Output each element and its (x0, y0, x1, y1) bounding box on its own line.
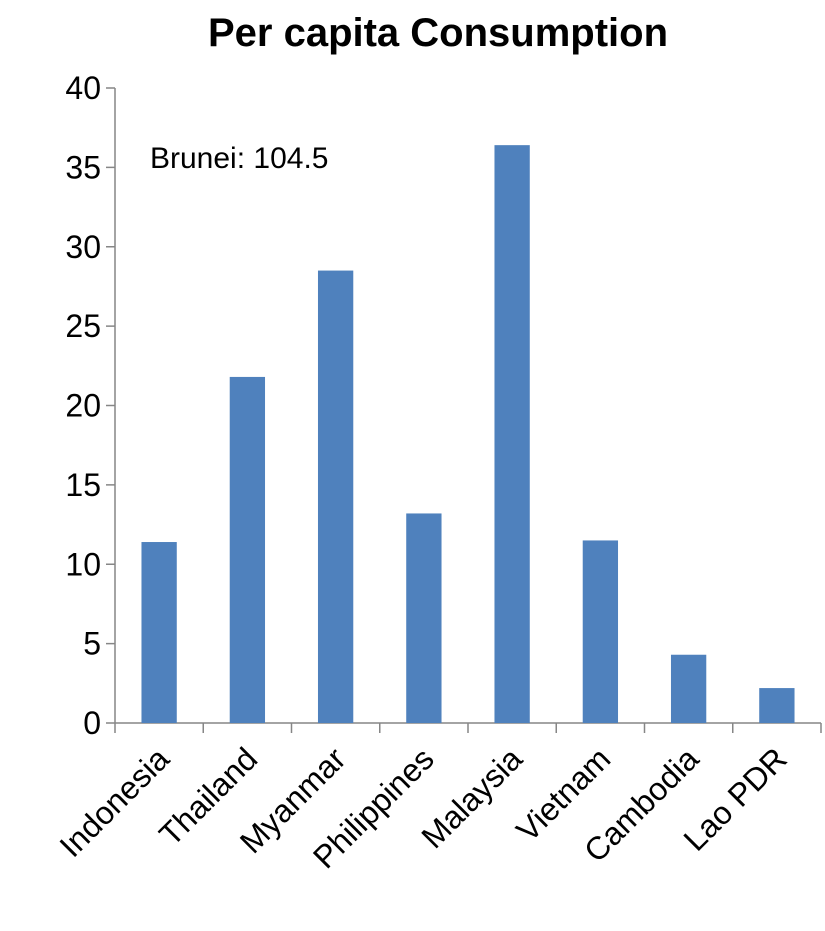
bars (141, 145, 795, 723)
bar-cambodia (670, 654, 707, 723)
bar-lao-pdr (759, 688, 795, 723)
chart-title: Per capita Consumption (208, 11, 668, 55)
y-tick-label: 30 (65, 229, 101, 265)
bar-philippines (406, 513, 442, 723)
y-tick-label: 35 (65, 149, 101, 185)
bar-thailand (229, 376, 266, 723)
brunei-annotation: Brunei: 104.5 (150, 142, 328, 175)
bar-myanmar (317, 270, 354, 723)
y-tick-label: 5 (83, 626, 101, 662)
category-labels: IndonesiaThailandMyanmarPhilippinesMalay… (52, 740, 793, 875)
bar-malaysia (494, 145, 530, 723)
y-tick-label: 40 (65, 70, 101, 106)
bar-indonesia (141, 542, 177, 723)
y-tick-label: 0 (83, 705, 101, 741)
y-tick-label: 25 (65, 308, 101, 344)
y-tick-label: 10 (65, 546, 101, 582)
y-tick-label: 15 (65, 467, 101, 503)
category-label: Indonesia (52, 740, 176, 864)
y-tick-label: 20 (65, 388, 101, 424)
x-axis (114, 722, 822, 733)
y-axis: 0 5 10 15 20 25 30 35 40 (65, 70, 116, 741)
bar-vietnam (582, 540, 619, 723)
